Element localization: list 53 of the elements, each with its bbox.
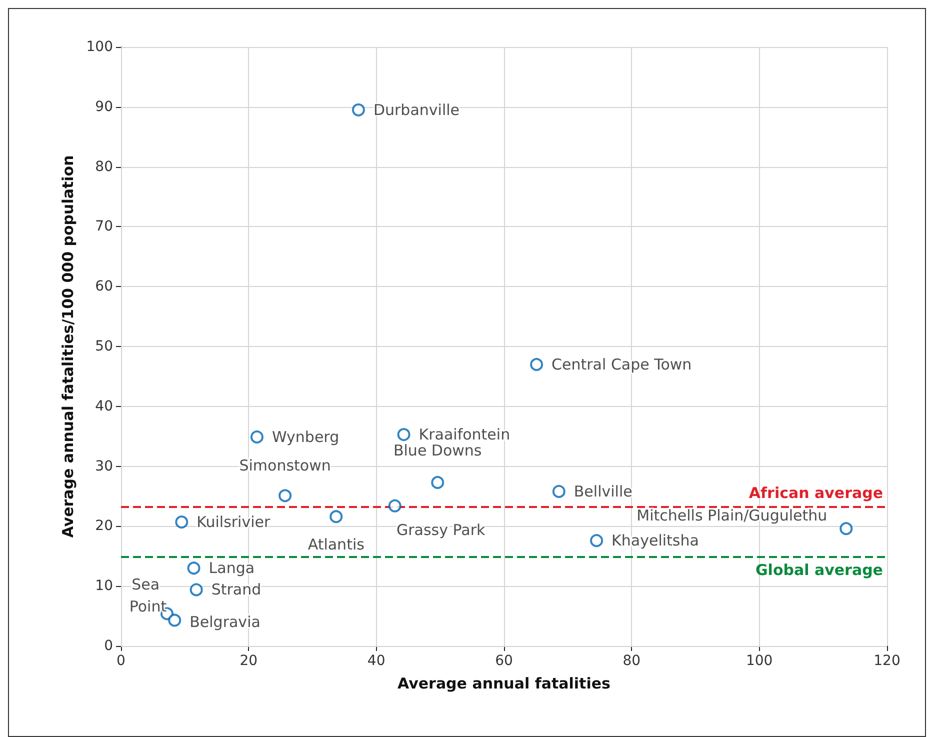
annotation: Sea Point	[129, 576, 167, 616]
point	[250, 430, 264, 444]
annotation: Blue Downs	[393, 441, 482, 460]
point	[840, 522, 853, 536]
point	[397, 428, 410, 442]
y-axis-title: Average annual fatalities/100 000 population	[58, 155, 77, 538]
x-tick-label: 60	[495, 653, 513, 669]
point	[175, 516, 188, 529]
y-tick-label: 100	[86, 39, 113, 55]
y-tick-label: 0	[104, 638, 113, 654]
annotation: Bellville	[574, 482, 632, 500]
y-tick-label: 20	[95, 518, 113, 534]
annotation: Durbanville	[373, 100, 460, 119]
point	[552, 484, 566, 498]
annotation: Atlantis	[308, 536, 365, 554]
x-tick-label: 120	[874, 653, 900, 669]
point	[352, 103, 365, 116]
x-tick-label: 80	[622, 653, 641, 669]
annotation: Kuilsrivier	[196, 513, 271, 532]
annotation: Strand	[211, 580, 262, 599]
y-tick-label: 30	[95, 458, 113, 474]
annotation: Central Cape Town	[552, 355, 692, 374]
point	[431, 476, 444, 489]
y-tick-label: 50	[95, 338, 113, 354]
point	[190, 583, 203, 596]
ref-line-label: Global average	[756, 561, 883, 580]
point	[330, 510, 343, 524]
annotation: Wynberg	[272, 428, 340, 446]
y-tick-label: 60	[95, 278, 113, 295]
ref-line-label: African average	[748, 484, 883, 502]
x-tick-label: 0	[116, 653, 126, 669]
annotation: Kraaifontein	[418, 426, 510, 444]
annotation: Mitchells Plain/Gugulethu	[636, 506, 828, 525]
y-tick-label: 40	[95, 398, 113, 414]
point	[168, 614, 182, 627]
y-tick-label: 70	[95, 218, 113, 235]
x-axis-title: Average annual fatalities	[398, 674, 611, 692]
annotation: Simonstown	[239, 456, 331, 475]
y-tick-label: 80	[95, 158, 113, 175]
annotation: Khayelitsha	[612, 532, 699, 550]
point	[590, 534, 604, 548]
y-tick-label: 90	[95, 98, 113, 115]
x-tick-label: 100	[746, 653, 773, 669]
annotation: Langa	[208, 559, 255, 578]
point	[388, 499, 402, 512]
annotation: Grassy Park	[396, 520, 486, 539]
x-tick-label: 20	[240, 653, 258, 669]
annotation: Belgravia	[190, 613, 260, 632]
point	[187, 562, 200, 575]
point	[530, 358, 544, 371]
x-tick-label: 40	[367, 653, 386, 669]
point	[278, 489, 292, 502]
y-tick-label: 10	[95, 578, 113, 594]
